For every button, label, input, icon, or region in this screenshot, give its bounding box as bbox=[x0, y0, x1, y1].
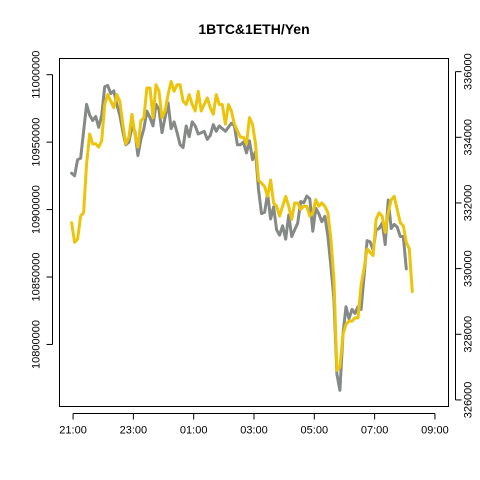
left-tick-label: 10950000 bbox=[31, 118, 43, 167]
right-tick-label: 336000 bbox=[463, 53, 475, 90]
left-y-axis: 10800000 10850000 10900000 10950000 11000000 bbox=[31, 51, 53, 369]
x-tick-label: 23:00 bbox=[120, 425, 148, 437]
plot-frame bbox=[59, 58, 449, 407]
left-tick-label: 10800000 bbox=[31, 320, 43, 369]
x-tick-label: 01:00 bbox=[180, 425, 208, 437]
x-tick-label: 21:00 bbox=[59, 425, 87, 437]
chart-title: 1BTC&1ETH/Yen bbox=[198, 21, 309, 37]
right-y-axis: 326000 328000 330000 332000 334000 336000 bbox=[455, 53, 475, 419]
x-tick-label: 09:00 bbox=[421, 425, 449, 437]
right-tick-label: 326000 bbox=[463, 382, 475, 419]
series-layer bbox=[70, 80, 414, 392]
right-tick-label: 332000 bbox=[463, 185, 475, 222]
left-tick-label: 11000000 bbox=[31, 51, 43, 99]
left-tick-label: 10850000 bbox=[31, 253, 43, 302]
series-line-right bbox=[70, 80, 414, 372]
right-tick-label: 328000 bbox=[463, 316, 475, 353]
right-tick-label: 334000 bbox=[463, 119, 475, 156]
left-tick-label: 10900000 bbox=[31, 185, 43, 234]
x-axis: 21:00 23:00 01:00 03:00 05:00 07:00 09:00 bbox=[59, 413, 449, 437]
x-tick-label: 07:00 bbox=[361, 425, 389, 437]
x-tick-label: 05:00 bbox=[301, 425, 329, 437]
right-tick-label: 330000 bbox=[463, 250, 475, 287]
x-tick-label: 03:00 bbox=[240, 425, 268, 437]
